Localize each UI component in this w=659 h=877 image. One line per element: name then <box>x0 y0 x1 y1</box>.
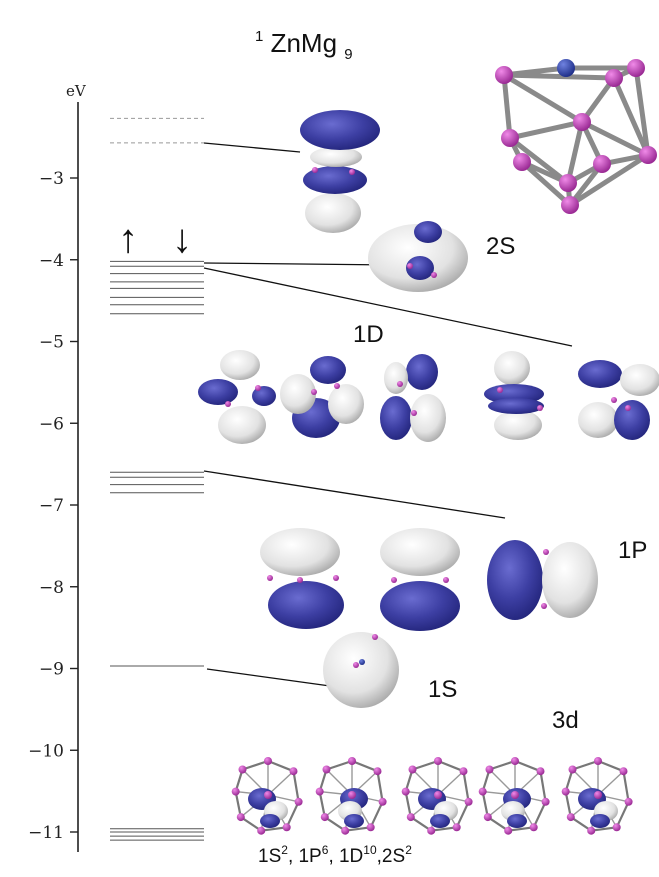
axis-tick-label: −10 <box>28 741 64 761</box>
mg-atom <box>495 66 513 84</box>
orbital-1p-b <box>380 528 460 631</box>
axis-tick-label: −5 <box>39 333 64 353</box>
mg-atom <box>593 155 611 173</box>
mg-atom <box>639 146 657 164</box>
spin-up-arrow: ↑ <box>118 217 138 261</box>
axis-tick-label: −4 <box>39 251 64 271</box>
orbital-label-3d: 3d <box>552 707 579 734</box>
connector-1p <box>203 470 506 519</box>
mg-atom <box>501 129 519 147</box>
axis-tick-label: −3 <box>39 169 64 189</box>
orbital-unoccupied <box>300 110 380 233</box>
orbital-1d-d <box>484 351 544 440</box>
orbital-3d <box>231 757 303 835</box>
orbitals-3d <box>231 757 633 835</box>
axis-tick-label: −8 <box>39 578 64 598</box>
connector-lines <box>203 142 573 687</box>
mg-atom <box>513 153 531 171</box>
orbital-1s <box>323 632 399 708</box>
connector-unoccupied <box>203 142 301 153</box>
orbital-1d-e <box>578 360 659 440</box>
diagram-title: 1 ZnMg 9 <box>255 17 353 63</box>
orbital-3d <box>561 757 633 835</box>
orbital-1d-c <box>380 354 446 442</box>
axis-ticks: −3 −4 −5 −6 −7 −8 −9 −10 −11 <box>28 169 78 843</box>
title-main: ZnMg <box>271 28 337 58</box>
orbital-3d <box>315 757 387 835</box>
connector-1d <box>203 267 573 347</box>
orbital-1d-b <box>280 356 364 438</box>
orbital-label-1d: 1D <box>353 321 384 348</box>
axis-tick-label: −9 <box>39 660 64 680</box>
mg-atom <box>605 69 623 87</box>
title-superscript: 1 <box>255 28 263 45</box>
orbital-3d <box>478 757 550 835</box>
connector-2s <box>203 262 396 266</box>
mg-atom <box>573 113 591 131</box>
orbital-2s <box>368 221 468 292</box>
orbital-label-2s: 2S <box>486 233 515 260</box>
axis-unit-label: eV <box>66 82 87 100</box>
energy-levels <box>110 117 204 841</box>
orbital-label-1p: 1P <box>618 537 647 564</box>
axis-tick-label: −11 <box>28 823 64 843</box>
energy-axis: eV −3 −4 −5 −6 −7 −8 −9 −10 −11 <box>28 82 87 852</box>
title-subscript: 9 <box>344 46 352 63</box>
zn-atom <box>557 59 575 77</box>
axis-tick-label: −6 <box>39 414 64 434</box>
orbital-3d <box>401 757 473 835</box>
mg-atom <box>561 196 579 214</box>
orbital-1p-c <box>487 540 598 620</box>
orbital-1p-a <box>260 528 344 629</box>
spin-down-arrow: ↓ <box>172 217 192 261</box>
cluster-structure <box>495 59 657 214</box>
axis-tick-label: −7 <box>39 496 64 516</box>
mg-atom <box>627 59 645 77</box>
orbital-1d-a <box>198 350 276 444</box>
electron-configuration: 1S2, 1P6, 1D10,2S2 <box>258 843 412 867</box>
orbital-label-1s: 1S <box>428 676 457 703</box>
mg-atom <box>559 174 577 192</box>
connector-1s <box>206 668 331 687</box>
